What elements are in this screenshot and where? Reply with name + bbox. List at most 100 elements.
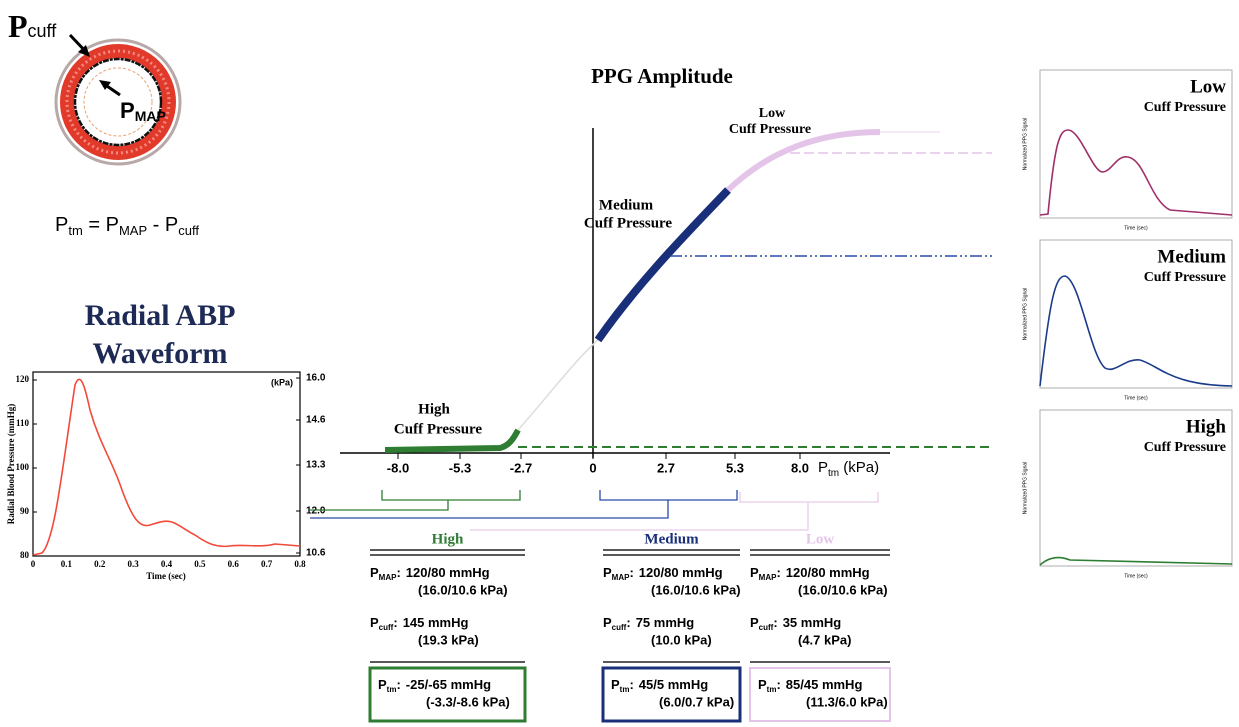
shape bbox=[384, 428, 521, 453]
y-tick-label: 110 bbox=[16, 418, 30, 428]
shape bbox=[78, 45, 90, 57]
colon: : bbox=[393, 615, 397, 630]
shape bbox=[32, 371, 301, 557]
result-box bbox=[368, 666, 527, 723]
text-part: cuff bbox=[178, 223, 199, 238]
value-kpa: (6.0/0.7 kPa) bbox=[659, 694, 734, 709]
value: 75 mmHg bbox=[636, 615, 695, 630]
ppg-panel: High Cuff Pressure Normalized PPG Signal Ti… bbox=[1022, 409, 1233, 579]
row-label: PMAP: 120/80 mmHg bbox=[370, 565, 490, 582]
value-kpa: (16.0/10.6 kPa) bbox=[798, 582, 888, 597]
label: Waveform bbox=[93, 337, 228, 370]
x-label: Time (sec) bbox=[1124, 573, 1148, 579]
symbol: P bbox=[370, 565, 379, 580]
label: PMAP bbox=[120, 98, 166, 124]
y2-tick-label: 10.6 bbox=[306, 548, 326, 559]
x-tick-label: 2.7 bbox=[657, 460, 675, 475]
ppg-waveform bbox=[1039, 275, 1233, 387]
shape bbox=[310, 490, 738, 519]
label: Radial ABP bbox=[85, 299, 236, 332]
symbol: P bbox=[378, 677, 387, 692]
abp-chart: Radial ABP Waveform Radial Blood Pressur… bbox=[6, 299, 326, 581]
x-tick-label: -8.0 bbox=[387, 460, 409, 475]
shape bbox=[725, 129, 881, 193]
panel-title: Low bbox=[1190, 76, 1226, 97]
y-label: Normalized PPG Signal bbox=[1022, 118, 1028, 171]
table-title: High bbox=[432, 531, 464, 547]
colon: : bbox=[773, 615, 777, 630]
value: 120/80 mmHg bbox=[639, 565, 723, 580]
table-title: Low bbox=[806, 531, 835, 547]
label: PPG Amplitude bbox=[591, 64, 733, 88]
shape bbox=[73, 57, 163, 147]
y-label: Normalized PPG Signal bbox=[1022, 288, 1028, 341]
value-kpa: (19.3 kPa) bbox=[418, 632, 479, 647]
shape: Low Cuff Pressure Normalized PPG Signal Tim… bbox=[1022, 69, 1233, 579]
subscript: cuff bbox=[612, 623, 627, 632]
text-part: tm bbox=[828, 468, 839, 479]
plot-frame bbox=[1039, 69, 1233, 219]
panel-subtitle: Cuff Pressure bbox=[1144, 100, 1226, 115]
row-label: Pcuff: 35 mmHg bbox=[750, 615, 841, 632]
table-title: Medium bbox=[644, 531, 699, 547]
x-tick-label: 0.2 bbox=[94, 559, 106, 569]
y-tick-label: 120 bbox=[16, 374, 30, 384]
parameter-table: Low PMAP: 120/80 mmHg(16.0/10.6 kPa) Pcuff:… bbox=[749, 531, 891, 722]
label: Cuff Pressure bbox=[729, 122, 811, 137]
row-label: Ptm: 85/45 mmHg bbox=[758, 677, 862, 694]
symbol: P bbox=[603, 615, 612, 630]
text-part: P bbox=[55, 214, 68, 236]
x-tick-label: -2.7 bbox=[510, 460, 532, 475]
x-tick-label: 0.3 bbox=[128, 559, 140, 569]
y-tick-label: 100 bbox=[16, 462, 30, 472]
colon: : bbox=[396, 677, 400, 692]
x-tick-label: 0.6 bbox=[228, 559, 240, 569]
symbol: P bbox=[750, 565, 759, 580]
subscript: cuff bbox=[759, 623, 774, 632]
value: 45/5 mmHg bbox=[639, 677, 708, 692]
result-box bbox=[601, 666, 742, 723]
value-kpa: (16.0/10.6 kPa) bbox=[651, 582, 741, 597]
value-kpa: (10.0 kPa) bbox=[651, 632, 712, 647]
row-label: PMAP: 120/80 mmHg bbox=[750, 565, 870, 582]
label: Time (sec) bbox=[146, 571, 186, 581]
shape bbox=[32, 378, 301, 556]
text-part: P bbox=[8, 8, 28, 44]
subscript: MAP bbox=[379, 573, 397, 582]
symbol: P bbox=[603, 565, 612, 580]
x-tick-label: -5.3 bbox=[449, 460, 471, 475]
value: 35 mmHg bbox=[783, 615, 842, 630]
text-part: - P bbox=[147, 214, 178, 236]
y2-tick-label: 13.3 bbox=[306, 460, 326, 471]
shape bbox=[470, 492, 879, 531]
shape bbox=[65, 49, 171, 155]
x-tick-label: 0.8 bbox=[294, 559, 306, 569]
label: Low bbox=[759, 106, 786, 121]
value: -25/-65 mmHg bbox=[406, 677, 491, 692]
ppg-amplitude: PPG Amplitude High Cuff Pressure Medium … bbox=[310, 64, 992, 531]
parameter-table: High PMAP: 120/80 mmHg(16.0/10.6 kPa) Pcuff… bbox=[368, 531, 527, 723]
x-tick-label: 0.7 bbox=[261, 559, 273, 569]
label: Radial Blood Pressure (mmHg) bbox=[6, 404, 16, 524]
x-tick-label: 0.4 bbox=[161, 559, 173, 569]
x-label: Time (sec) bbox=[1124, 395, 1148, 401]
colon: : bbox=[776, 565, 780, 580]
value: 85/45 mmHg bbox=[786, 677, 863, 692]
x-tick-label: 0 bbox=[31, 559, 36, 569]
subscript: tm bbox=[767, 685, 777, 694]
text-part: = P bbox=[83, 214, 119, 236]
label: High bbox=[418, 401, 450, 417]
row-label: Ptm: -25/-65 mmHg bbox=[378, 677, 491, 694]
label: Ptm (kPa) bbox=[818, 459, 879, 479]
y-label: Normalized PPG Signal bbox=[1022, 462, 1028, 515]
value-kpa: (16.0/10.6 kPa) bbox=[418, 582, 508, 597]
ppg-waveform bbox=[1039, 556, 1233, 566]
colon: : bbox=[629, 677, 633, 692]
subscript: cuff bbox=[379, 623, 394, 632]
value: 145 mmHg bbox=[403, 615, 469, 630]
subscript: MAP bbox=[612, 573, 630, 582]
text-part: tm bbox=[68, 223, 82, 238]
shape bbox=[310, 490, 521, 511]
ppg-panel: Low Cuff Pressure Normalized PPG Signal Tim… bbox=[1022, 69, 1233, 231]
